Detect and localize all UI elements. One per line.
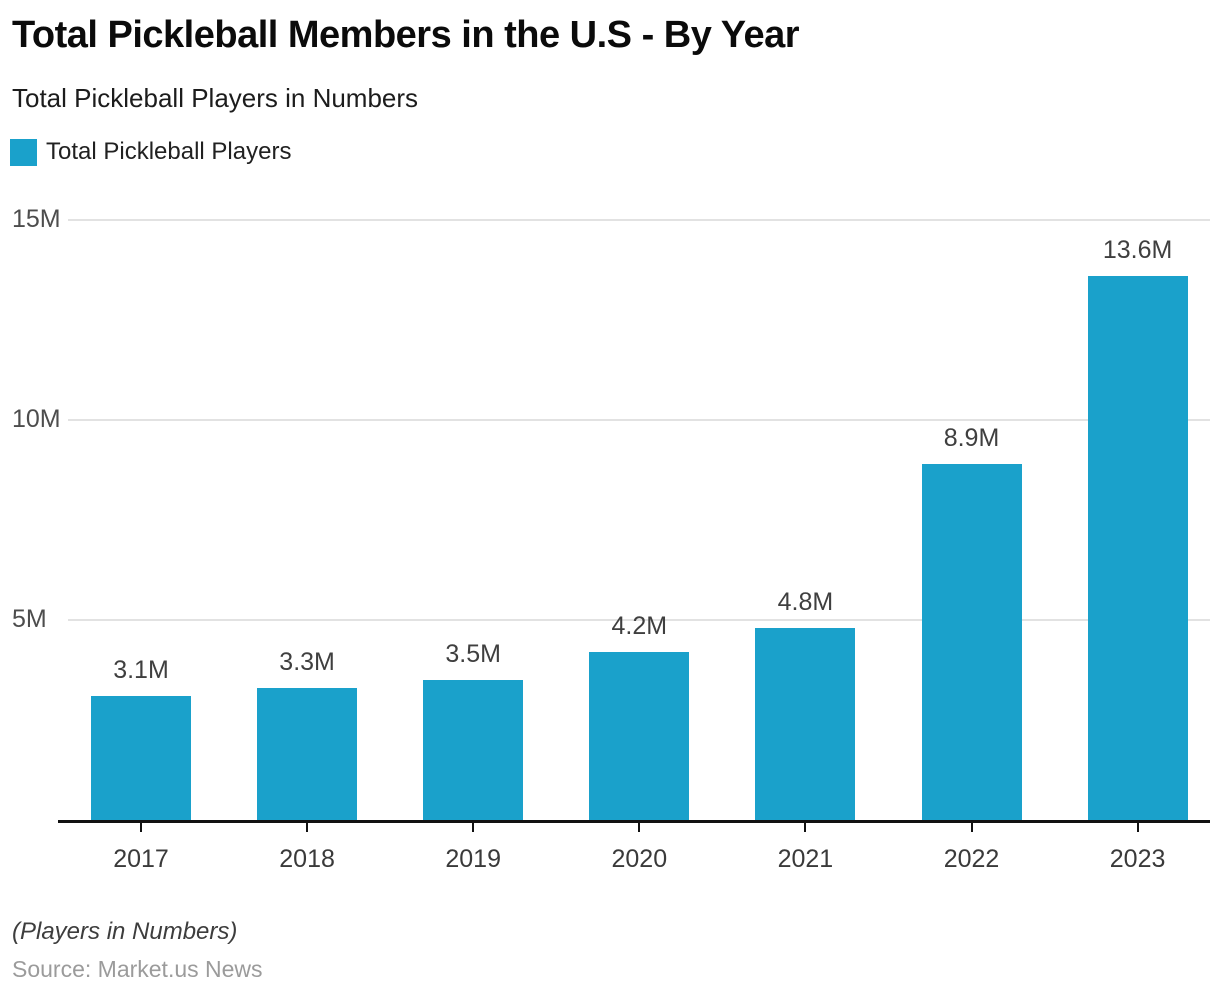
legend-swatch-icon bbox=[10, 138, 37, 166]
x-axis-tick bbox=[970, 823, 973, 832]
x-axis-tick bbox=[638, 823, 641, 832]
bar-2019[interactable] bbox=[423, 680, 524, 820]
chart-subtitle: Total Pickleball Players in Numbers bbox=[12, 83, 419, 113]
bar-value-label-2021: 4.8M bbox=[777, 588, 834, 616]
gridline-5M bbox=[68, 619, 1210, 621]
x-axis-tick bbox=[1136, 823, 1139, 832]
source-credit: Source: Market.us News bbox=[12, 956, 263, 982]
chart-title: Total Pickleball Members in the U.S - By… bbox=[12, 14, 800, 56]
bar-2022[interactable] bbox=[921, 464, 1022, 820]
x-axis-tick bbox=[472, 823, 475, 832]
bar-value-label-2020: 4.2M bbox=[611, 612, 668, 640]
x-axis-tick bbox=[306, 823, 309, 832]
x-axis-label-2020: 2020 bbox=[611, 845, 668, 873]
footnote: (Players in Numbers) bbox=[12, 918, 238, 945]
x-axis-tick bbox=[140, 823, 142, 832]
x-axis-label-2021: 2021 bbox=[777, 845, 834, 873]
legend-item-total-pickleball-players[interactable]: Total Pickleball Players bbox=[10, 138, 291, 166]
x-axis-line bbox=[58, 820, 1210, 823]
bar-2021[interactable] bbox=[755, 628, 856, 820]
bar-value-label-2018: 3.3M bbox=[279, 648, 335, 676]
bar-value-label-2017: 3.1M bbox=[113, 656, 169, 684]
y-axis-tick-label: 10M bbox=[12, 405, 61, 433]
bar-value-label-2023: 13.6M bbox=[1102, 236, 1173, 264]
bar-value-label-2022: 8.9M bbox=[943, 424, 1000, 452]
x-axis-label-2018: 2018 bbox=[279, 845, 335, 873]
x-axis-label-2023: 2023 bbox=[1109, 845, 1166, 873]
bar-value-label-2019: 3.5M bbox=[445, 640, 501, 668]
x-axis-label-2022: 2022 bbox=[943, 845, 1000, 873]
bar-2023[interactable] bbox=[1087, 276, 1188, 820]
y-axis-tick-label: 5M bbox=[12, 605, 47, 633]
x-axis-label-2017: 2017 bbox=[113, 845, 169, 873]
x-axis-tick bbox=[804, 823, 807, 832]
x-axis-label-2019: 2019 bbox=[445, 845, 501, 873]
gridline-15M bbox=[68, 219, 1210, 221]
bar-2017[interactable] bbox=[91, 696, 191, 820]
legend-label: Total Pickleball Players bbox=[46, 138, 292, 165]
bar-2020[interactable] bbox=[589, 652, 690, 820]
y-axis-tick-label: 15M bbox=[12, 205, 61, 233]
bar-2018[interactable] bbox=[257, 688, 358, 820]
gridline-10M bbox=[68, 419, 1210, 421]
